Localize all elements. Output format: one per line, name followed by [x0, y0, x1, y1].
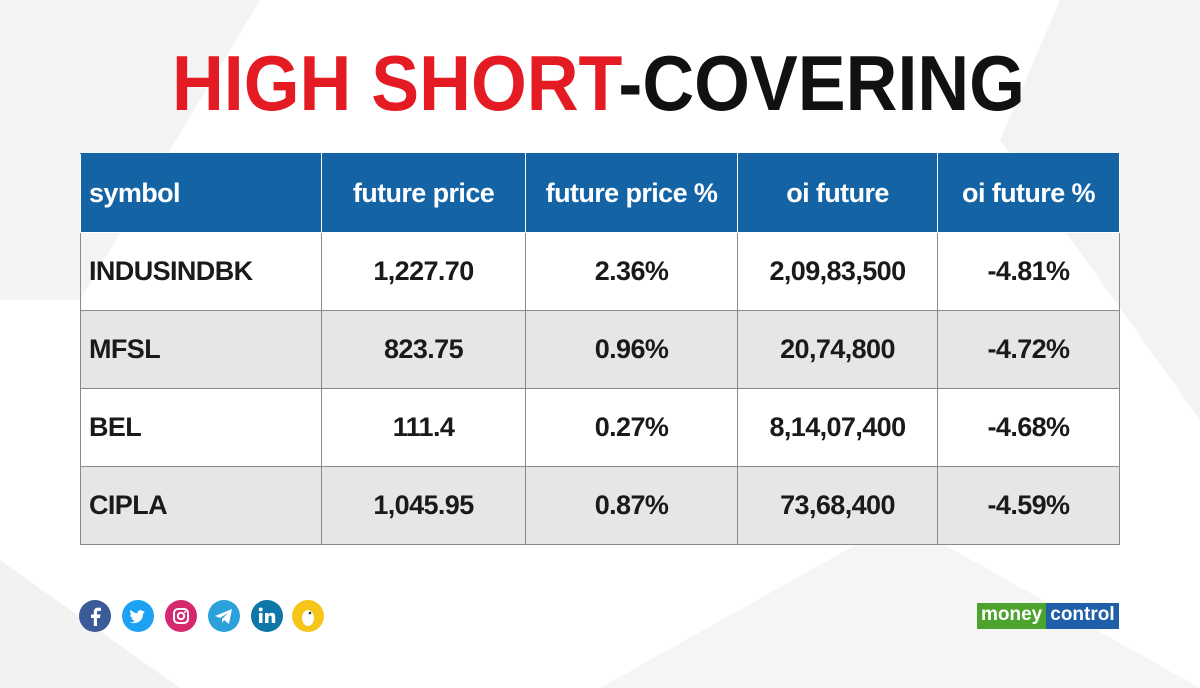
table-cell: CIPLA — [80, 466, 322, 545]
column-header: symbol — [80, 153, 322, 233]
koo-icon[interactable] — [292, 600, 324, 632]
column-header: oi future % — [937, 153, 1120, 233]
facebook-icon[interactable] — [79, 600, 111, 632]
bg-shape — [600, 520, 1200, 688]
table-cell: 111.4 — [321, 388, 526, 467]
title-highlight: HIGH SHORT — [172, 39, 622, 127]
instagram-icon[interactable] — [165, 600, 197, 632]
table-cell: -4.68% — [937, 388, 1120, 467]
bg-shape — [0, 0, 260, 300]
table-cell: 73,68,400 — [737, 466, 938, 545]
table-cell: 0.96% — [525, 310, 738, 389]
table-cell: 823.75 — [321, 310, 526, 389]
table-row: BEL 111.4 0.27% 8,14,07,400 -4.68% — [80, 388, 1120, 467]
table-body: INDUSINDBK 1,227.70 2.36% 2,09,83,500 -4.81%… — [80, 232, 1120, 545]
table-cell: 20,74,800 — [737, 310, 938, 389]
table-cell: 2,09,83,500 — [737, 232, 938, 311]
table-row: INDUSINDBK 1,227.70 2.36% 2,09,83,500 -4.81% — [80, 232, 1120, 311]
table-cell: -4.72% — [937, 310, 1120, 389]
table-cell: BEL — [80, 388, 322, 467]
table-cell: -4.59% — [937, 466, 1120, 545]
table-cell: 1,045.95 — [321, 466, 526, 545]
title: HIGH SHORT-COVERING — [172, 39, 1025, 127]
table-cell: MFSL — [80, 310, 322, 389]
table-cell: 2.36% — [525, 232, 738, 311]
table-cell: -4.81% — [937, 232, 1120, 311]
title-text: HIGH SHORT-COVERING — [172, 39, 1025, 127]
table-cell: 1,227.70 — [321, 232, 526, 311]
table-cell: 0.87% — [525, 466, 738, 545]
table-row: MFSL 823.75 0.96% 20,74,800 -4.72% — [80, 310, 1120, 389]
column-header: oi future — [737, 153, 938, 233]
social-icons — [79, 600, 324, 632]
logo-left: money — [977, 603, 1047, 629]
telegram-icon[interactable] — [208, 600, 240, 632]
twitter-icon[interactable] — [122, 600, 154, 632]
logo[interactable]: money control — [977, 603, 1119, 629]
data-table: symbol future price future price % oi futur… — [80, 153, 1120, 545]
column-header: future price % — [525, 153, 738, 233]
table-row: CIPLA 1,045.95 0.87% 73,68,400 -4.59% — [80, 466, 1120, 545]
column-header: future price — [321, 153, 526, 233]
title-rest: -COVERING — [618, 39, 1025, 127]
logo-right: control — [1046, 603, 1119, 629]
table-cell: INDUSINDBK — [80, 232, 322, 311]
table-cell: 8,14,07,400 — [737, 388, 938, 467]
header-row: symbol future price future price % oi futur… — [80, 153, 1120, 233]
table-cell: 0.27% — [525, 388, 738, 467]
linkedin-icon[interactable] — [251, 600, 283, 632]
